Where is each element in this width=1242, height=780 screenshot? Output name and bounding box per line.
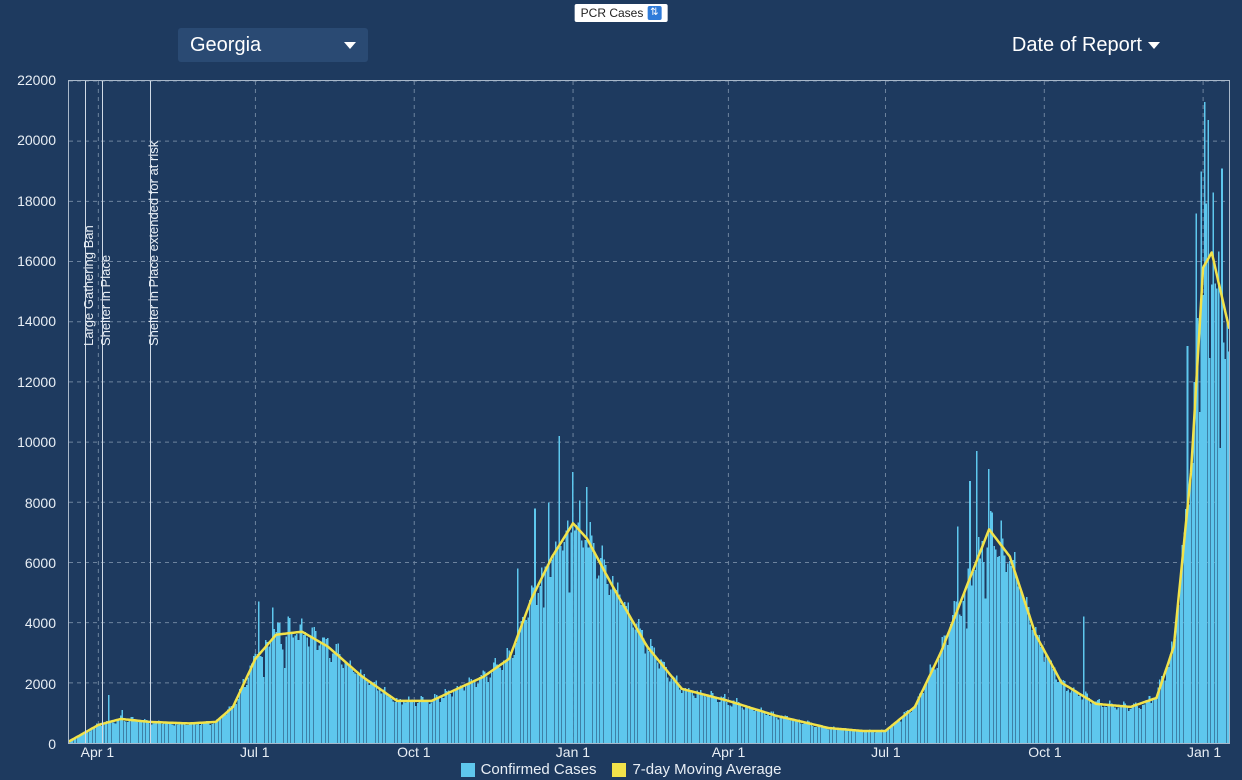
legend-item-line: 7-day Moving Average bbox=[612, 761, 781, 778]
sort-icon: ⇅ bbox=[647, 6, 661, 20]
y-tick-label: 20000 bbox=[17, 132, 56, 148]
annotation-label: Large Gathering Ban bbox=[81, 225, 96, 346]
x-tick-label: Apr 1 bbox=[712, 744, 745, 760]
legend-swatch-line bbox=[612, 763, 626, 777]
annotation-line bbox=[102, 81, 103, 743]
x-tick-label: Jan 1 bbox=[556, 744, 590, 760]
chevron-down-icon bbox=[1148, 42, 1160, 49]
y-tick-label: 18000 bbox=[17, 193, 56, 209]
date-type-dropdown-label: Date of Report bbox=[1012, 34, 1142, 57]
region-dropdown[interactable]: Georgia bbox=[178, 28, 368, 62]
y-tick-label: 0 bbox=[48, 736, 56, 752]
y-tick-label: 4000 bbox=[25, 615, 56, 631]
y-tick-label: 6000 bbox=[25, 555, 56, 571]
x-tick-label: Jul 1 bbox=[871, 744, 901, 760]
metric-pill-label: PCR Cases bbox=[581, 6, 644, 20]
y-tick-label: 8000 bbox=[25, 495, 56, 511]
chart-svg bbox=[69, 81, 1229, 743]
legend-item-bars: Confirmed Cases bbox=[461, 761, 597, 778]
annotation-line bbox=[85, 81, 86, 743]
date-type-dropdown[interactable]: Date of Report bbox=[1000, 28, 1172, 62]
chevron-down-icon bbox=[344, 42, 356, 49]
metric-pill[interactable]: PCR Cases ⇅ bbox=[575, 4, 668, 22]
x-tick-label: Oct 1 bbox=[1028, 744, 1061, 760]
x-tick-label: Oct 1 bbox=[397, 744, 430, 760]
y-tick-label: 22000 bbox=[17, 72, 56, 88]
annotation-label: Shelter in Place extended for at risk bbox=[146, 141, 161, 346]
y-tick-label: 16000 bbox=[17, 253, 56, 269]
y-tick-label: 14000 bbox=[17, 313, 56, 329]
chart-plot-area: Large Gathering BanShelter in Place Shelt… bbox=[68, 80, 1230, 744]
x-tick-label: Apr 1 bbox=[81, 744, 114, 760]
legend-swatch-bars bbox=[461, 763, 475, 777]
x-tick-label: Jul 1 bbox=[240, 744, 270, 760]
legend: Confirmed Cases 7-day Moving Average bbox=[0, 761, 1242, 778]
y-tick-label: 10000 bbox=[17, 434, 56, 450]
legend-label-bars: Confirmed Cases bbox=[481, 761, 597, 778]
y-tick-label: 2000 bbox=[25, 676, 56, 692]
y-tick-label: 12000 bbox=[17, 374, 56, 390]
region-dropdown-label: Georgia bbox=[190, 34, 261, 57]
legend-label-line: 7-day Moving Average bbox=[632, 761, 781, 778]
x-axis: Apr 1 Jul 1 Oct 1 Jan 1 Apr 1 Jul 1 Oct 1 Jan 1 bbox=[68, 744, 1230, 760]
y-axis: 0200040006000800010000120001400016000180… bbox=[0, 80, 64, 744]
x-tick-label: Jan 1 bbox=[1187, 744, 1221, 760]
annotation-label: Shelter in Place bbox=[98, 255, 113, 346]
